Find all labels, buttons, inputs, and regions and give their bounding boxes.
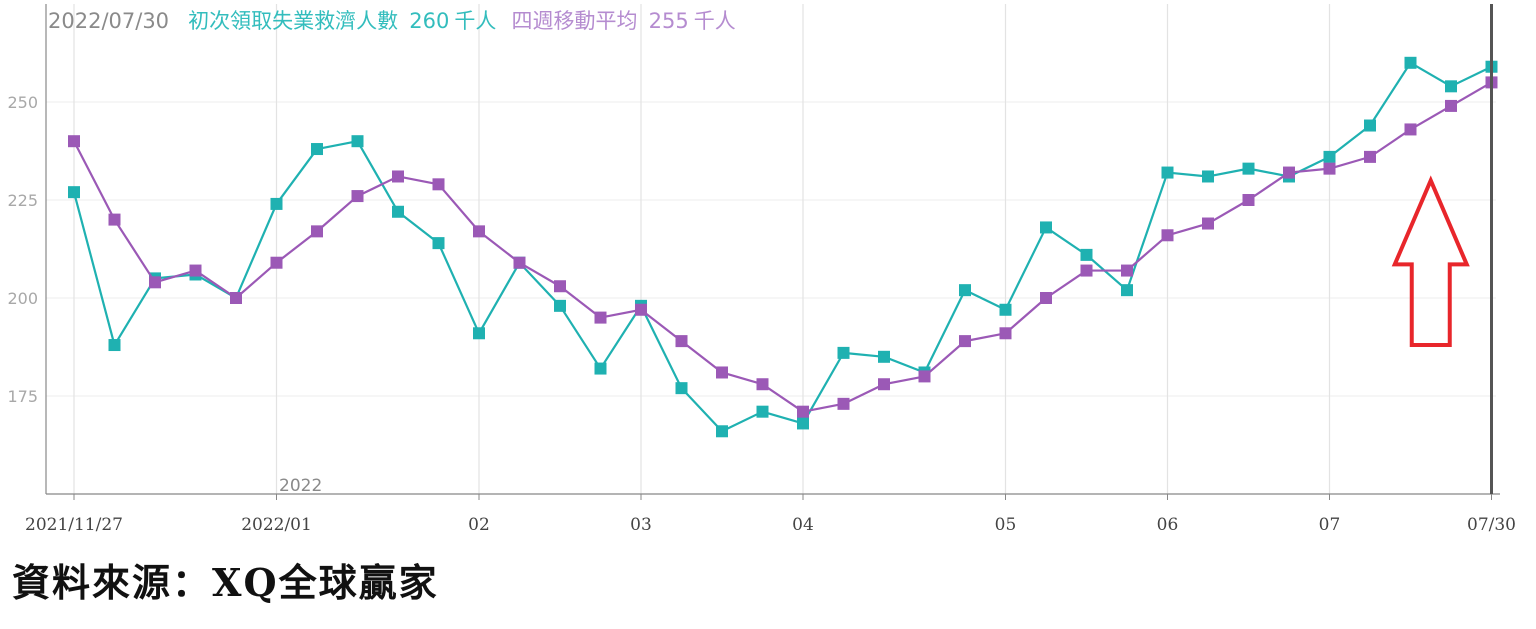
header-avg-label: 四週移動平均 bbox=[512, 9, 638, 33]
data-point bbox=[675, 382, 688, 395]
data-point bbox=[1445, 80, 1457, 93]
data-point bbox=[392, 205, 404, 218]
data-point bbox=[594, 362, 607, 375]
data-point bbox=[1404, 56, 1417, 69]
data-point bbox=[1161, 229, 1174, 242]
x-tick-label: 05 bbox=[995, 515, 1017, 535]
data-point bbox=[270, 256, 283, 269]
data-point bbox=[797, 405, 809, 418]
data-point bbox=[68, 186, 80, 199]
data-point bbox=[1242, 194, 1255, 206]
up-arrow-icon bbox=[1391, 175, 1470, 348]
source-caption: 資料來源：XQ全球贏家 bbox=[12, 560, 439, 605]
data-point bbox=[1283, 166, 1295, 179]
data-point bbox=[594, 311, 607, 324]
data-point bbox=[311, 143, 323, 156]
data-point bbox=[878, 350, 890, 363]
data-point bbox=[189, 264, 202, 277]
data-point bbox=[837, 346, 850, 359]
data-point bbox=[392, 170, 404, 183]
x-ticks: 2021/11/27 2022/01 02 03 04 05 06 07 07/30 bbox=[25, 515, 1516, 535]
data-point bbox=[635, 303, 647, 316]
data-point bbox=[432, 237, 445, 250]
y-tick-label: 175 bbox=[7, 387, 38, 406]
data-point bbox=[149, 276, 161, 289]
data-point bbox=[68, 135, 80, 148]
x-tick-label: 07 bbox=[1319, 515, 1341, 535]
data-point bbox=[1445, 99, 1457, 112]
data-point bbox=[918, 370, 931, 383]
y-tick-label: 200 bbox=[7, 289, 38, 308]
data-point bbox=[513, 256, 526, 269]
data-point bbox=[1242, 162, 1255, 175]
data-point bbox=[473, 225, 485, 238]
data-point bbox=[1404, 123, 1417, 136]
data-point bbox=[837, 397, 850, 410]
data-point bbox=[1364, 119, 1376, 132]
data-point bbox=[797, 417, 809, 430]
data-point bbox=[756, 405, 769, 418]
data-point bbox=[351, 190, 364, 203]
series-line bbox=[72, 61, 1492, 433]
data-point bbox=[675, 335, 688, 348]
data-point bbox=[716, 366, 728, 379]
series-1 bbox=[68, 76, 1498, 418]
data-point bbox=[1040, 221, 1052, 234]
data-point bbox=[108, 213, 121, 226]
chart: 175 200 225 250 2021/11/27 2022/01 02 03 04 05 06… bbox=[7, 4, 1516, 535]
data-point bbox=[554, 280, 566, 293]
header-date: 2022/07/30 bbox=[48, 9, 169, 33]
arrow-layer bbox=[1391, 175, 1470, 348]
x-tick-label: 04 bbox=[792, 515, 814, 535]
data-point bbox=[959, 284, 971, 297]
data-point bbox=[1121, 264, 1133, 277]
header-avg-value: 255 bbox=[649, 9, 689, 33]
data-point bbox=[554, 299, 566, 312]
x-tick-label: 2022/01 bbox=[241, 515, 312, 535]
data-point bbox=[1080, 248, 1093, 261]
y-tick-label: 250 bbox=[7, 93, 38, 112]
x-tick-label: 07/30 bbox=[1467, 515, 1516, 535]
data-point bbox=[351, 135, 364, 148]
data-point bbox=[756, 378, 769, 391]
year-label: 2022 bbox=[279, 476, 322, 496]
data-point bbox=[473, 327, 485, 340]
data-point bbox=[1202, 170, 1214, 183]
data-point bbox=[1364, 150, 1376, 163]
y-ticks: 175 200 225 250 bbox=[7, 93, 38, 406]
axes bbox=[45, 4, 1500, 500]
chart-header: 2022/07/30 初次領取失業救濟人數 260 千人 四週移動平均 255 … bbox=[48, 9, 736, 33]
data-point bbox=[1161, 166, 1174, 179]
data-point bbox=[959, 335, 971, 348]
grid bbox=[46, 4, 1496, 494]
header-claims-label: 初次領取失業救濟人數 bbox=[188, 9, 398, 33]
data-point bbox=[1202, 217, 1214, 230]
data-point bbox=[1121, 284, 1133, 297]
x-tick-label: 02 bbox=[468, 515, 490, 535]
series-layer bbox=[68, 56, 1498, 438]
header-claims-value: 260 bbox=[409, 9, 449, 33]
data-point bbox=[230, 292, 242, 304]
data-point bbox=[1323, 150, 1336, 163]
data-point bbox=[1040, 292, 1052, 304]
data-point bbox=[878, 378, 890, 391]
series-0 bbox=[68, 56, 1498, 438]
header-claims-unit: 千人 bbox=[454, 9, 496, 33]
data-point bbox=[999, 327, 1012, 340]
data-point bbox=[270, 197, 283, 210]
x-tick-label: 06 bbox=[1157, 515, 1179, 535]
x-tick-label: 2021/11/27 bbox=[25, 515, 123, 535]
series-line bbox=[73, 81, 1493, 413]
data-point bbox=[1080, 264, 1093, 277]
data-point bbox=[311, 225, 323, 238]
data-point bbox=[108, 339, 121, 352]
data-point bbox=[716, 425, 728, 438]
header-avg-unit: 千人 bbox=[694, 9, 736, 33]
data-point bbox=[1323, 162, 1336, 175]
data-point bbox=[999, 303, 1012, 316]
y-tick-label: 225 bbox=[7, 191, 38, 210]
x-tick-label: 03 bbox=[630, 515, 652, 535]
data-point bbox=[432, 178, 445, 191]
